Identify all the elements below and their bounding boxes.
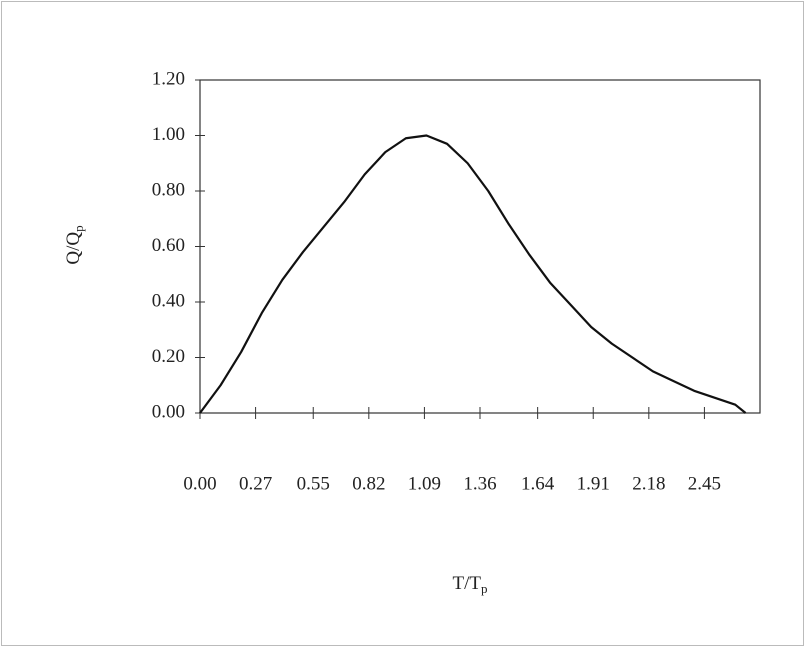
y-tick-label: 1.20 xyxy=(152,68,185,89)
x-label-sub: p xyxy=(481,581,488,596)
x-label-main: T/T xyxy=(453,573,482,594)
x-tick-label: 1.09 xyxy=(408,473,441,494)
y-label-main: Q/Q xyxy=(63,232,84,265)
x-tick-label: 1.64 xyxy=(521,473,555,494)
y-tick-label: 0.60 xyxy=(152,235,185,256)
x-tick-label: 0.55 xyxy=(297,473,330,494)
x-tick-label: 0.00 xyxy=(183,473,216,494)
y-tick-label: 1.00 xyxy=(152,124,185,145)
y-axis-label: Q/Qp xyxy=(63,225,86,264)
x-tick-label: 2.45 xyxy=(688,473,721,494)
x-tick-label: 2.18 xyxy=(632,473,665,494)
y-label-sub: p xyxy=(71,225,86,232)
x-axis-label: T/Tp xyxy=(453,573,488,596)
x-tick-label: 1.91 xyxy=(577,473,610,494)
x-tick-label: 0.82 xyxy=(352,473,385,494)
y-tick-label: 0.80 xyxy=(152,179,185,200)
y-tick-label: 0.00 xyxy=(152,401,185,422)
x-tick-label: 1.36 xyxy=(463,473,496,494)
line-series xyxy=(199,134,747,414)
x-tick-label: 0.27 xyxy=(239,473,272,494)
y-tick-label: 0.40 xyxy=(152,290,185,311)
y-tick-label: 0.20 xyxy=(152,346,185,367)
